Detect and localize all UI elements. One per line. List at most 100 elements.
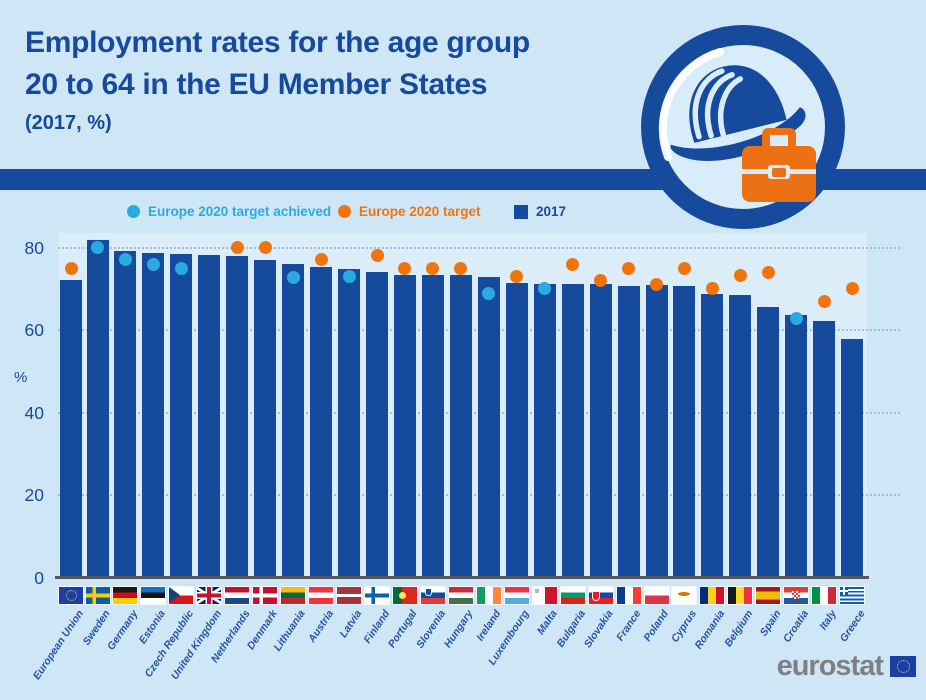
target-dot-it bbox=[817, 294, 831, 308]
target-dot-bg bbox=[566, 257, 580, 271]
flag-nl-icon bbox=[225, 587, 250, 604]
target-dot-nl bbox=[230, 241, 244, 255]
target-dot-ro bbox=[705, 282, 719, 296]
target-dot-hr bbox=[789, 311, 803, 325]
flag-cy-icon bbox=[672, 587, 697, 604]
bar-it bbox=[813, 320, 836, 578]
target-dot-dk bbox=[258, 241, 272, 255]
flag-it-icon bbox=[812, 587, 837, 604]
y-tick-80: 80 bbox=[24, 237, 44, 258]
flag-bg-icon bbox=[560, 587, 585, 604]
bar-be bbox=[729, 295, 752, 578]
target-dot-si bbox=[426, 261, 440, 275]
bar-se bbox=[86, 240, 109, 578]
bar-lt bbox=[282, 264, 305, 578]
country-label-gr: Greece bbox=[837, 608, 868, 645]
target-dot-es bbox=[761, 265, 775, 279]
target-dot-fi bbox=[370, 249, 384, 263]
flag-cz-icon bbox=[169, 587, 194, 604]
target-dot-lu bbox=[510, 270, 524, 283]
bar-cy bbox=[673, 285, 696, 578]
target-dot-se bbox=[91, 241, 104, 255]
bar-at bbox=[310, 266, 333, 578]
flag-dk-icon bbox=[253, 587, 278, 604]
flag-fi-icon bbox=[365, 587, 389, 604]
flag-ro-icon bbox=[700, 587, 725, 604]
target-dot-fr bbox=[622, 261, 636, 275]
flag-mt-icon bbox=[532, 587, 557, 604]
country-label-mt: Malta bbox=[534, 608, 560, 637]
target-dot-lv bbox=[342, 270, 356, 283]
bar-pt bbox=[393, 274, 416, 578]
page-title: Employment rates for the age group 20 to… bbox=[25, 22, 530, 106]
y-tick-0: 0 bbox=[34, 568, 44, 588]
target-dot-cy bbox=[677, 261, 691, 275]
country-label-es: Spain bbox=[757, 608, 784, 639]
bar-fr bbox=[617, 286, 640, 578]
flag-eu-icon bbox=[59, 587, 83, 604]
bar-gb bbox=[198, 255, 221, 578]
work-badge-graphic bbox=[641, 25, 845, 229]
bar-swatch-icon bbox=[514, 204, 528, 219]
flag-se-icon bbox=[85, 587, 110, 604]
legend-achieved-label: Europe 2020 target achieved bbox=[148, 204, 332, 219]
country-label-hr: Croatia bbox=[781, 608, 812, 645]
legend-item-target: Europe 2020 target bbox=[338, 204, 481, 219]
target-dot-icon bbox=[338, 205, 351, 218]
flag-gr-icon bbox=[840, 587, 865, 604]
eurostat-wordmark: eurostat bbox=[776, 650, 884, 682]
bar-si bbox=[421, 274, 444, 578]
target-dot-ie bbox=[482, 286, 496, 300]
bar-hr bbox=[785, 315, 808, 578]
bar-cz bbox=[170, 253, 193, 578]
bar-ro bbox=[701, 293, 724, 578]
eu-flag-icon bbox=[890, 656, 916, 677]
bar-fi bbox=[366, 271, 388, 578]
bar-nl bbox=[226, 255, 249, 578]
target-dot-at bbox=[314, 253, 328, 267]
country-label-pl: Poland bbox=[641, 608, 672, 644]
bar-hu bbox=[449, 275, 472, 578]
eurostat-logo: eurostat bbox=[777, 650, 916, 683]
bar-eu bbox=[60, 279, 82, 578]
y-tick-40: 40 bbox=[24, 402, 44, 423]
country-label-it: Italy bbox=[817, 608, 840, 633]
bar-mt bbox=[533, 283, 556, 578]
country-label-at: Austria bbox=[305, 608, 337, 645]
bar-gr bbox=[841, 339, 864, 578]
country-label-eu: European Union bbox=[30, 608, 86, 682]
flag-pt-icon bbox=[392, 587, 417, 604]
bar-de bbox=[114, 250, 137, 578]
badge-highlight bbox=[658, 48, 724, 161]
flag-be-icon bbox=[728, 587, 753, 604]
page-title-line2: 20 to 64 in the EU Member States bbox=[25, 68, 488, 101]
target-dot-be bbox=[733, 269, 747, 283]
flag-gb-icon bbox=[197, 587, 222, 604]
gridline-80 bbox=[58, 246, 900, 249]
briefcase-icon bbox=[742, 128, 816, 202]
flag-fr-icon bbox=[616, 587, 641, 604]
page-title-line1: Employment rates for the age group bbox=[25, 26, 530, 59]
legend-year-label: 2017 bbox=[536, 204, 567, 219]
flag-hr-icon bbox=[784, 587, 809, 604]
target-dot-eu bbox=[64, 261, 78, 275]
flag-es-icon bbox=[756, 587, 781, 604]
bar-lv bbox=[338, 269, 361, 578]
flag-sk-icon bbox=[588, 587, 613, 604]
bar-ee bbox=[142, 252, 165, 578]
y-axis-unit-label: % bbox=[14, 369, 28, 386]
y-tick-60: 60 bbox=[24, 320, 44, 341]
target-dot-pl bbox=[650, 278, 663, 292]
country-label-lv: Latvia bbox=[337, 608, 365, 640]
target-dot-ee bbox=[146, 257, 160, 271]
bar-es bbox=[757, 307, 780, 578]
flag-hu-icon bbox=[448, 587, 473, 604]
y-tick-20: 20 bbox=[24, 485, 44, 506]
bar-ie bbox=[477, 276, 500, 578]
flag-lu-icon bbox=[504, 587, 529, 604]
flag-ie-icon bbox=[476, 587, 501, 604]
bar-dk bbox=[254, 260, 277, 578]
flag-si-icon bbox=[420, 587, 445, 604]
